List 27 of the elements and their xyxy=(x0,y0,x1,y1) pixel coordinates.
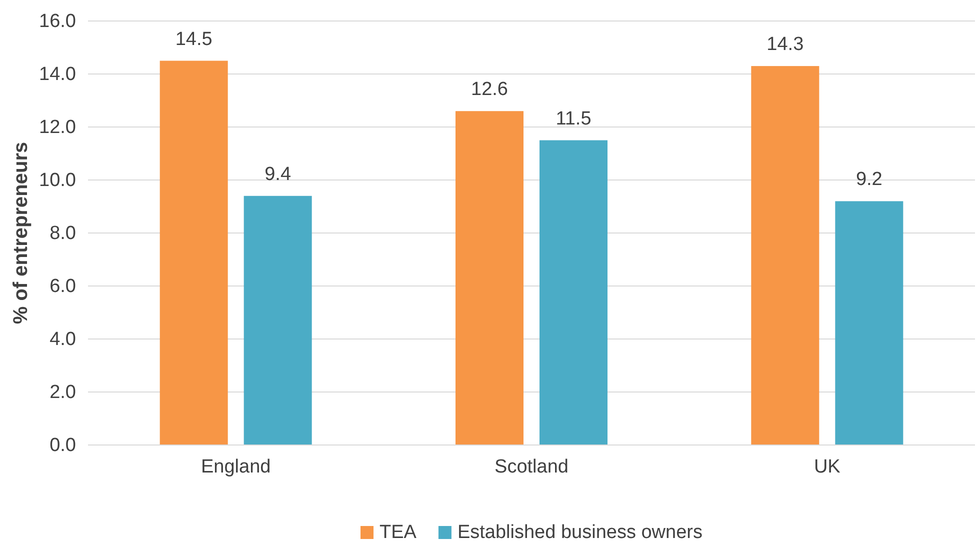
bar xyxy=(835,201,904,445)
y-tick-label: 16.0 xyxy=(39,11,76,32)
data-label: 9.4 xyxy=(264,164,292,185)
y-tick-label: 6.0 xyxy=(50,276,76,298)
data-label: 11.5 xyxy=(556,108,592,130)
bar xyxy=(751,66,820,445)
bar xyxy=(160,60,228,445)
legend-label: TEA xyxy=(380,522,417,543)
bar xyxy=(244,196,312,445)
legend-label: Established business owners xyxy=(457,522,702,543)
y-tick-label: 4.0 xyxy=(50,329,76,350)
data-label: 14.3 xyxy=(766,34,804,56)
y-axis-title: % of entrepreneurs xyxy=(10,142,32,324)
y-tick-label: 2.0 xyxy=(50,382,76,404)
y-tick-label: 8.0 xyxy=(50,223,76,244)
data-label: 12.6 xyxy=(471,79,508,100)
x-tick-label: England xyxy=(200,456,271,478)
y-tick-label: 0.0 xyxy=(50,435,76,456)
x-tick-label: UK xyxy=(814,456,841,478)
x-tick-label: Scotland xyxy=(494,456,568,478)
data-label: 14.5 xyxy=(175,28,212,50)
y-tick-label: 12.0 xyxy=(39,117,76,138)
y-tick-label: 14.0 xyxy=(39,64,76,86)
bar xyxy=(456,111,524,445)
bar xyxy=(540,140,608,445)
y-tick-label: 10.0 xyxy=(39,170,76,192)
data-label: 9.2 xyxy=(856,169,882,190)
